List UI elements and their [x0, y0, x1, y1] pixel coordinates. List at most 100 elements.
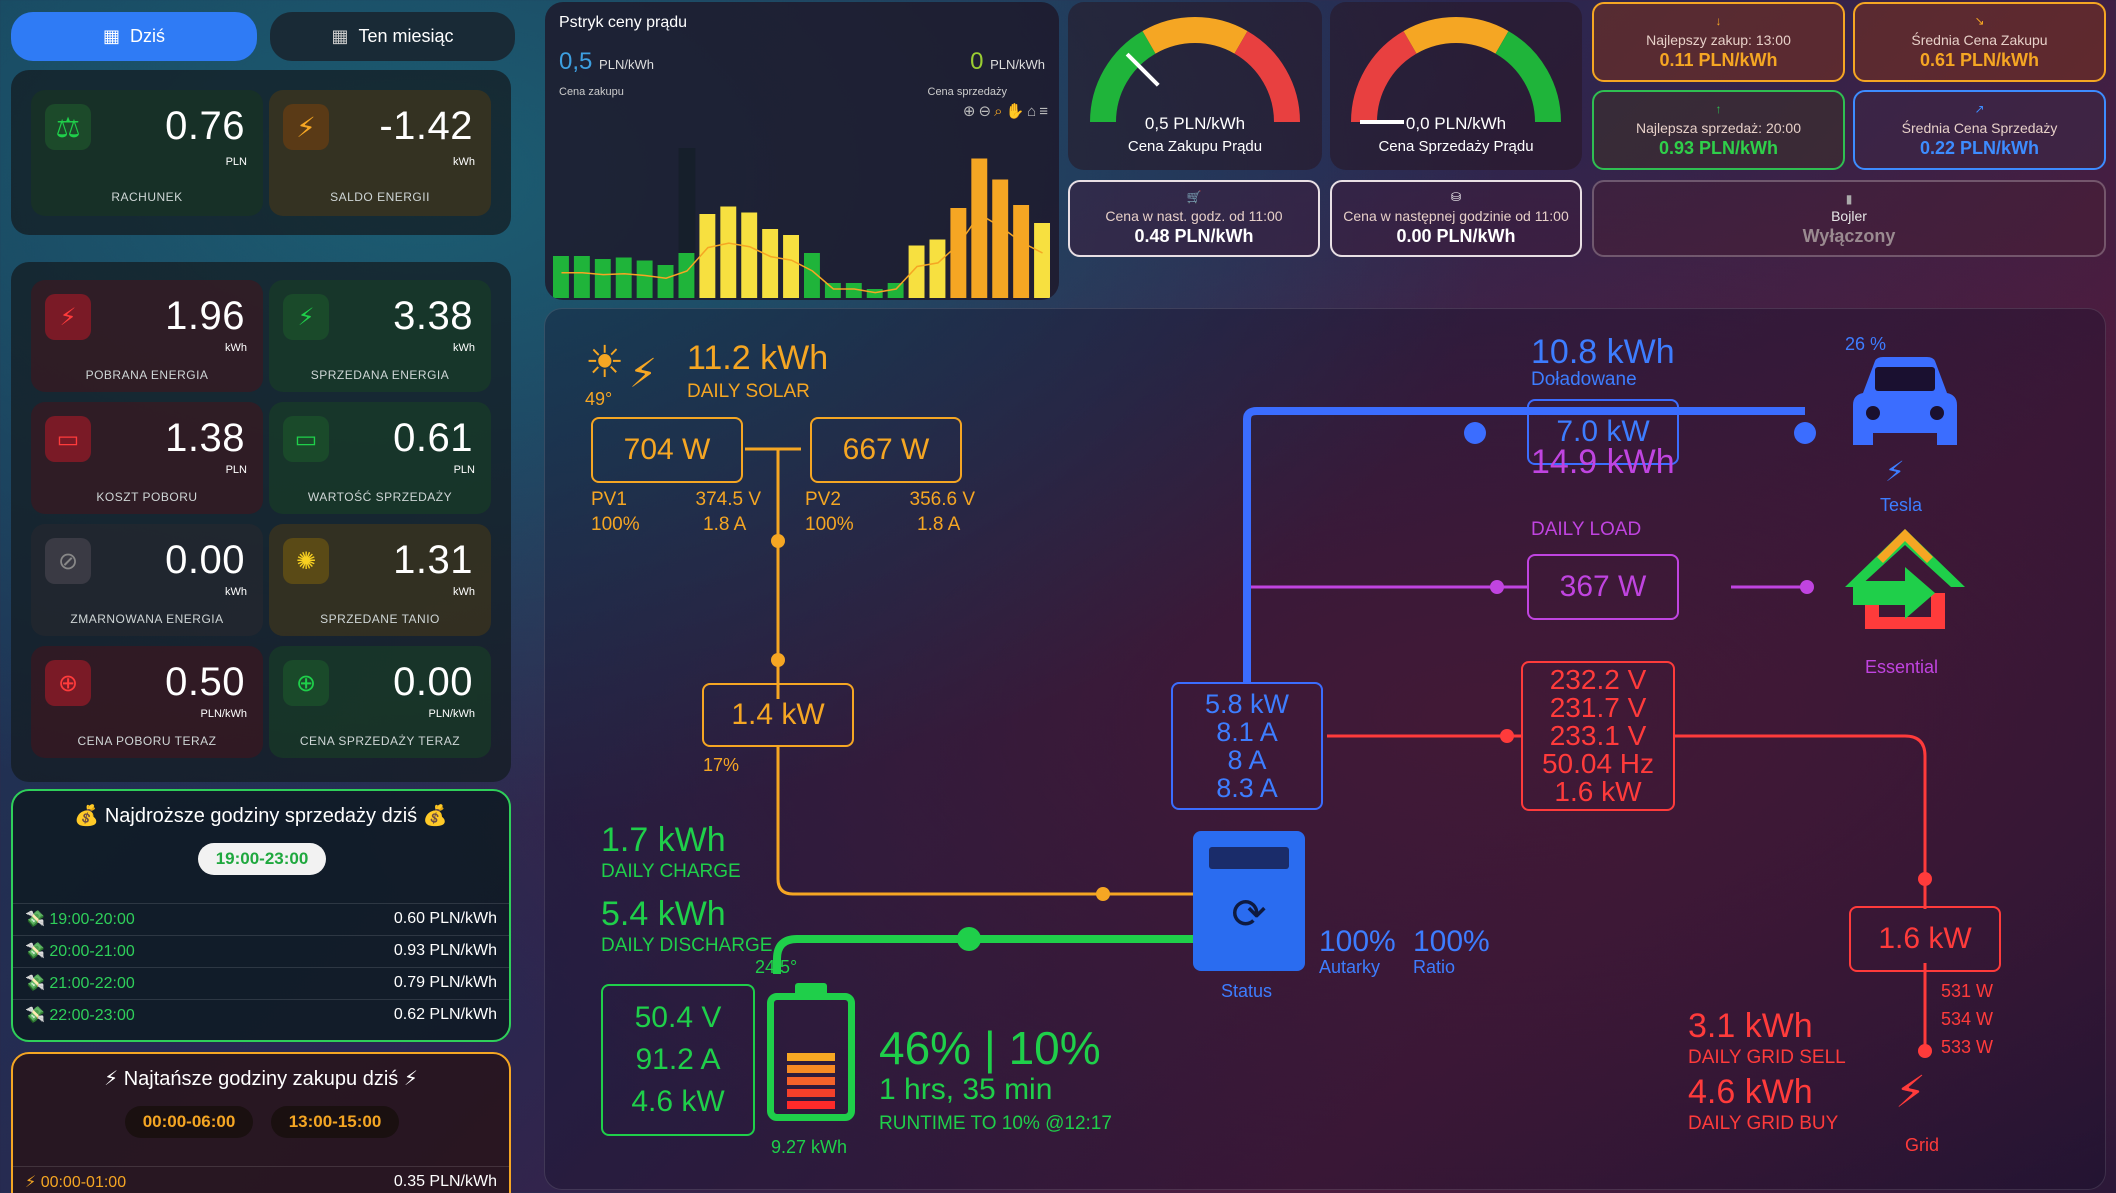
- price-bar[interactable]: [992, 179, 1009, 299]
- tile-label: KOSZT POBORU: [96, 490, 198, 504]
- avg-buy-card[interactable]: ↘ Średnia Cena Zakupu 0.61 PLN/kWh: [1853, 2, 2106, 82]
- grid-phase: 533 W: [1941, 1037, 1994, 1057]
- sell-gauge-label: Cena Sprzedaży Prądu: [1378, 138, 1534, 155]
- battery-runtime-label: RUNTIME TO 10% @12:17: [879, 1113, 1112, 1134]
- autarky-label: Autarky: [1319, 957, 1381, 977]
- battery-line: 50.4 V: [634, 1001, 722, 1034]
- boiler-card[interactable]: ▮ Bojler Wyłączony: [1592, 180, 2106, 257]
- scale-icon: ⚖: [45, 104, 91, 150]
- car-icon[interactable]: [1845, 353, 1965, 453]
- zoom-select-icon[interactable]: ⌕: [994, 103, 1006, 120]
- daily-discharge-label: DAILY DISCHARGE: [601, 935, 773, 956]
- grid-power[interactable]: 1.6 kW: [1849, 906, 2001, 972]
- avg-sell-card[interactable]: ↗ Średnia Cena Sprzedaży 0.22 PLN/kWh: [1853, 90, 2106, 170]
- energy-tile[interactable]: ▭ 1.38 PLN KOSZT POBORU: [31, 402, 263, 514]
- battery-capacity: 9.27 kWh: [771, 1137, 848, 1157]
- price-bar[interactable]: [741, 212, 758, 299]
- load-energy-label: DAILY LOAD: [1531, 519, 1642, 540]
- buy-gauge: [1090, 17, 1300, 123]
- tab-month[interactable]: ▦ Ten miesiąc: [270, 12, 515, 61]
- buy-readout: 0,5 PLN/kWh: [559, 48, 654, 75]
- next-hour-buy-card[interactable]: 🛒 Cena w nast. godz. od 11:00 0.48 PLN/k…: [1068, 180, 1320, 257]
- price-bar[interactable]: [929, 239, 946, 299]
- energy-tile[interactable]: ▭ 0.61 PLN WARTOŚĆ SPRZEDAŻY: [269, 402, 491, 514]
- pv1-power[interactable]: 704 W: [591, 417, 743, 483]
- ratio-label: Ratio: [1413, 957, 1456, 977]
- price-bar[interactable]: [699, 214, 716, 298]
- price-bar[interactable]: [783, 235, 799, 298]
- best-sell-card[interactable]: ↑ Najlepsza sprzedaż: 20:00 0.93 PLN/kWh: [1592, 90, 1845, 170]
- next-hour-sell-card[interactable]: ⛁ Cena w następnej godzinie od 11:00 0.0…: [1330, 180, 1582, 257]
- price-bar[interactable]: [594, 259, 611, 298]
- energy-tile[interactable]: ✺ 1.31 kWh SPRZEDANE TANIO: [269, 524, 491, 636]
- pv2-power[interactable]: 667 W: [810, 417, 962, 483]
- price-bar[interactable]: [845, 283, 862, 298]
- hour-range: 21:00-22:00: [49, 974, 135, 992]
- gauge-segment: [1495, 31, 1561, 123]
- cheap-range-badge-1: 00:00-06:00: [125, 1106, 253, 1138]
- energy-tile[interactable]: ⚡ 3.38 kWh SPRZEDANA ENERGIA: [269, 280, 491, 392]
- price-bar[interactable]: [636, 260, 653, 299]
- money-icon: 💸: [25, 942, 45, 960]
- list-item: 💸 22:00-23:00 0.62 PLN/kWh: [13, 999, 509, 1029]
- tile-label: SPRZEDANA ENERGIA: [310, 368, 450, 382]
- load-name: Essential: [1865, 657, 1939, 677]
- transmission-tower-icon[interactable]: ⚡: [1895, 1068, 1926, 1117]
- zoom-in-icon[interactable]: ⊕: [962, 103, 979, 120]
- tile-unit: kWh: [453, 342, 475, 354]
- price-bar[interactable]: [1013, 205, 1030, 298]
- price-bar[interactable]: [971, 158, 988, 299]
- energy-tile[interactable]: ⊕ 0.00 PLN/kWh CENA SPRZEDAŻY TERAZ: [269, 646, 491, 758]
- price-bar[interactable]: [720, 206, 737, 299]
- hour-range: 00:00-01:00: [40, 1173, 127, 1191]
- price-bar[interactable]: [824, 283, 841, 298]
- energy-tile[interactable]: ⊕ 0.50 PLN/kWh CENA POBORU TERAZ: [31, 646, 263, 758]
- house-icon[interactable]: [1835, 523, 1975, 633]
- list-item: 💸 21:00-22:00 0.79 PLN/kWh: [13, 967, 509, 997]
- grid-readings[interactable]: 232.2 V 231.7 V 233.1 V 50.04 Hz 1.6 kW: [1521, 661, 1675, 811]
- price-bar[interactable]: [573, 256, 590, 298]
- energy-tile[interactable]: ⚡ 1.96 kWh POBRANA ENERGIA: [31, 280, 263, 392]
- price-bar[interactable]: [866, 289, 883, 298]
- tile-label: POBRANA ENERGIA: [85, 368, 209, 382]
- price-bar[interactable]: [804, 253, 820, 298]
- price-bar[interactable]: [762, 229, 779, 298]
- tab-today[interactable]: ▦ Dziś: [11, 12, 257, 61]
- price-bar[interactable]: [615, 257, 632, 299]
- battery-soc: 46% | 10%: [879, 1022, 1101, 1074]
- grid-line: 231.7 V: [1549, 692, 1647, 723]
- price-bar[interactable]: [657, 265, 674, 298]
- energy-tiles-card: ⚡ 1.96 kWh POBRANA ENERGIA ⚡ 3.38 kWh SPRZEDANA…: [11, 262, 511, 782]
- price-bar[interactable]: [887, 283, 904, 298]
- price-bar[interactable]: [1034, 223, 1050, 298]
- ev-power[interactable]: 7.0 kW: [1527, 399, 1679, 465]
- energy-tile[interactable]: ⊘ 0.00 kWh ZMARNOWANA ENERGIA: [31, 524, 263, 636]
- buy-gauge-card[interactable]: 0,5 PLN/kWh Cena Zakupu Prądu: [1068, 2, 1322, 170]
- price-bar[interactable]: [553, 256, 569, 298]
- pan-icon[interactable]: ✋: [1005, 103, 1028, 120]
- battery-line: 4.6 kW: [631, 1085, 725, 1118]
- arrow-down-icon: ↓: [1715, 14, 1722, 28]
- inverter-icon[interactable]: ⟳: [1193, 831, 1305, 971]
- pv-total-power[interactable]: 1.4 kW: [702, 683, 854, 747]
- home-icon[interactable]: ⌂: [1027, 103, 1040, 120]
- load-power[interactable]: 367 W: [1527, 554, 1679, 620]
- price-bar[interactable]: [950, 208, 967, 298]
- battery-icon[interactable]: [767, 983, 855, 1121]
- sell-gauge-card[interactable]: 0,0 PLN/kWh Cena Sprzedaży Prądu: [1330, 2, 1582, 170]
- balance-tile[interactable]: ⚡ -1.42 kWh SALDO ENERGII: [269, 90, 491, 216]
- daily-charge-label: DAILY CHARGE: [601, 861, 741, 882]
- grid-name: Grid: [1905, 1135, 1940, 1155]
- battery-readings[interactable]: 50.4 V 91.2 A 4.6 kW: [601, 984, 755, 1136]
- menu-icon[interactable]: ≡: [1039, 103, 1051, 120]
- tile-unit: PLN/kWh: [200, 708, 247, 720]
- grid-export-icon: ⚡: [283, 294, 329, 340]
- best-buy-card[interactable]: ↓ Najlepszy zakup: 13:00 0.11 PLN/kWh: [1592, 2, 1845, 82]
- price-bar[interactable]: [908, 245, 925, 299]
- tile-unit: kWh: [453, 586, 475, 598]
- bill-tile[interactable]: ⚖ 0.76 PLN RACHUNEK: [31, 90, 263, 216]
- zoom-out-icon[interactable]: ⊖: [978, 103, 995, 120]
- pv2-details: PV2 356.6 V 100% 1.8 A: [805, 489, 975, 535]
- price-bar[interactable]: [678, 253, 695, 298]
